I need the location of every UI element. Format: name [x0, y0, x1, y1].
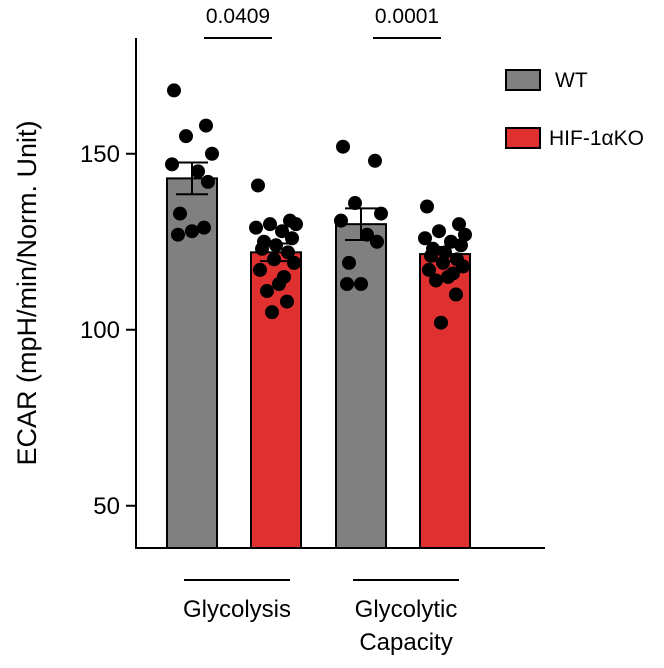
point-1-1-17	[449, 287, 463, 302]
point-0-1-11	[267, 252, 281, 267]
point-1-1-3	[458, 227, 472, 242]
point-0-1-10	[281, 245, 295, 260]
y-axis-title: ECAR (mpH/min/Norm. Unit)	[12, 120, 42, 465]
point-1-1-2	[432, 224, 446, 239]
group-label-1: Glycolytic Capacity	[355, 596, 458, 656]
point-0-1-6	[285, 231, 299, 246]
point-1-1-12	[456, 259, 470, 274]
point-0-1-12	[287, 255, 301, 270]
point-0-1-4	[249, 220, 263, 235]
point-0-1-5	[275, 224, 289, 239]
legend-label-0: WT	[555, 69, 588, 92]
point-0-1-0	[251, 178, 265, 193]
bar-1-0	[335, 223, 387, 549]
point-1-0-8	[354, 277, 368, 291]
point-0-1-2	[263, 217, 277, 232]
data-points	[165, 83, 472, 330]
point-0-1-17	[280, 294, 294, 309]
point-1-0-6	[370, 234, 384, 249]
point-0-1-9	[255, 241, 269, 256]
legend: WT HIF-1αKO	[505, 69, 644, 150]
point-1-0-2	[348, 196, 362, 211]
point-0-0-9	[171, 227, 185, 242]
point-0-0-4	[165, 157, 179, 172]
point-1-1-8	[438, 245, 452, 260]
legend-label-1: HIF-1αKO	[549, 127, 644, 150]
point-0-0-2	[179, 129, 193, 144]
point-1-1-13	[422, 262, 436, 277]
axes: 50 100 150 ECAR (mpH/min/Norm. Unit)	[12, 38, 545, 549]
bars: Glycolysis Glycolytic Capacity	[166, 161, 471, 656]
point-1-0-5	[360, 227, 374, 242]
y-tick-label-150: 150	[80, 141, 120, 168]
point-0-1-18	[265, 305, 279, 320]
point-1-0-9	[340, 277, 354, 291]
point-0-1-3	[289, 217, 303, 232]
p-value-1: 0.0001	[375, 5, 439, 28]
point-1-0-4	[334, 213, 348, 228]
point-0-1-16	[260, 284, 274, 299]
point-1-0-1	[368, 153, 382, 168]
point-0-0-7	[173, 206, 187, 221]
point-1-1-6	[454, 238, 468, 253]
point-1-1-0	[420, 199, 434, 214]
group-label-word: Capacity	[359, 629, 452, 656]
bar-0-1	[250, 251, 302, 549]
bar-1-1	[419, 253, 471, 550]
y-tick-label-50: 50	[93, 493, 120, 520]
point-1-1-11	[436, 255, 450, 270]
point-1-1-16	[429, 273, 443, 288]
point-1-1-9	[424, 248, 438, 263]
point-1-1-4	[418, 231, 432, 246]
point-0-1-15	[272, 277, 286, 291]
group-label-0: Glycolysis	[183, 596, 291, 623]
point-0-1-13	[253, 262, 267, 277]
point-1-1-18	[434, 315, 448, 330]
point-1-0-0	[336, 139, 350, 154]
group-label-word: Glycolytic	[355, 596, 458, 623]
significance-annotations: 0.0409 0.0001	[204, 5, 441, 39]
point-1-1-15	[441, 269, 455, 284]
y-tick-label-100: 100	[80, 317, 120, 344]
point-1-1-1	[452, 217, 466, 232]
point-1-0-7	[342, 255, 356, 270]
legend-swatch-0	[505, 69, 541, 91]
point-0-0-3	[205, 146, 219, 161]
bar-0-0	[166, 177, 218, 549]
p-value-0: 0.0409	[206, 5, 270, 28]
point-0-0-0	[167, 83, 181, 98]
point-0-0-6	[201, 174, 215, 189]
point-0-0-10	[197, 220, 211, 235]
point-0-0-8	[185, 224, 199, 239]
point-0-0-5	[191, 164, 205, 179]
legend-swatch-1	[505, 127, 541, 149]
point-0-0-1	[199, 118, 213, 133]
point-1-0-3	[374, 206, 388, 221]
point-0-1-8	[269, 238, 283, 253]
